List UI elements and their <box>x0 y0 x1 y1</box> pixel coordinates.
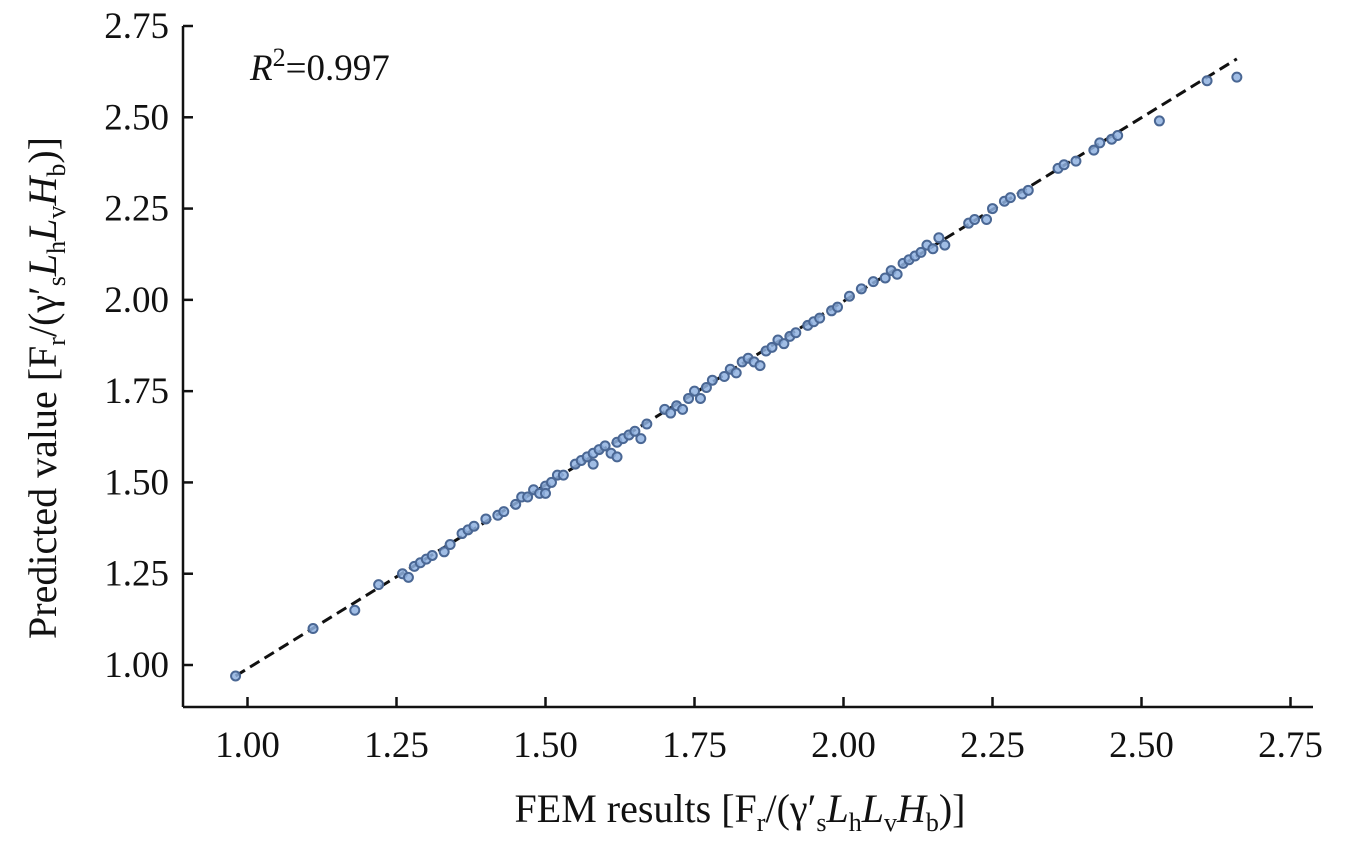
data-point <box>373 579 385 591</box>
data-point <box>641 418 653 430</box>
data-point <box>689 385 700 397</box>
y-tick-label: 2.50 <box>104 97 169 138</box>
data-point <box>832 301 844 313</box>
data-point <box>611 451 623 463</box>
r-squared-annotation: R2=0.997 <box>249 43 390 89</box>
x-tick-label: 2.25 <box>960 725 1025 766</box>
data-point <box>706 374 718 386</box>
data-point <box>933 232 945 244</box>
data-point <box>987 203 998 215</box>
y-tick-label: 1.75 <box>104 371 169 412</box>
data-point <box>1112 130 1124 142</box>
y-tick-label: 1.00 <box>104 645 169 686</box>
data-point <box>778 338 790 350</box>
data-point <box>700 381 712 393</box>
x-tick-label: 2.00 <box>811 725 876 766</box>
y-tick-label: 1.25 <box>104 554 169 595</box>
data-point <box>498 506 510 518</box>
data-point <box>855 283 867 295</box>
data-point <box>1070 155 1082 167</box>
x-tick-label: 1.00 <box>215 725 280 766</box>
data-point <box>438 546 450 558</box>
data-point <box>587 458 599 470</box>
data-point <box>1088 144 1100 156</box>
y-tick-label: 2.00 <box>104 280 169 321</box>
data-point <box>694 392 706 404</box>
data-point <box>468 520 480 532</box>
data-point <box>1058 159 1070 171</box>
data-point <box>939 239 951 251</box>
y-axis-title: Predicted value [Fr/(γ′sLhLvHb)] <box>20 137 71 639</box>
x-tick-label: 2.50 <box>1109 725 1174 766</box>
data-point <box>629 425 641 437</box>
data-point <box>814 312 826 324</box>
y-tick-label: 2.75 <box>104 6 169 47</box>
data-point <box>683 392 695 404</box>
data-point <box>891 268 903 280</box>
x-tick-label: 1.50 <box>513 725 578 766</box>
r-squared-symbol: R <box>249 48 273 89</box>
data-point <box>402 571 414 583</box>
data-point <box>790 327 802 339</box>
data-point <box>510 498 522 510</box>
data-point <box>599 440 611 452</box>
y-tick-label: 2.25 <box>104 189 169 230</box>
y-tick-label: 1.50 <box>104 462 169 503</box>
data-point <box>867 276 879 288</box>
data-point <box>915 246 927 258</box>
data-point <box>766 341 778 353</box>
data-point <box>635 433 647 445</box>
data-point <box>1004 192 1016 204</box>
ticks: 1.00 1.25 1.50 1.75 2.00 2.25 2.50 2.75 1.00 1.25… <box>104 6 1323 766</box>
data-point <box>307 622 319 634</box>
axes <box>181 26 1313 709</box>
data-point <box>730 367 742 379</box>
data-point <box>540 487 551 499</box>
x-axis-title: FEM results [Fr/(γ′sLhLvHb)] <box>515 786 966 837</box>
data-point <box>1022 184 1034 196</box>
data-point <box>426 549 438 561</box>
data-point <box>718 371 730 383</box>
data-point <box>1153 115 1165 127</box>
data-point <box>969 214 981 226</box>
data-point <box>349 604 361 616</box>
r-squared-exponent: 2 <box>273 43 286 72</box>
data-point <box>230 670 242 682</box>
data-point <box>677 403 689 415</box>
data-point <box>522 491 534 503</box>
data-point <box>557 469 569 481</box>
data-point <box>480 513 492 525</box>
x-tick-label: 2.75 <box>1258 725 1323 766</box>
r-squared-value: =0.997 <box>286 48 390 89</box>
data-point <box>754 360 766 372</box>
x-tick-label: 1.25 <box>364 725 429 766</box>
x-tick-label: 1.75 <box>662 725 727 766</box>
data-point <box>1231 71 1243 83</box>
data-point <box>843 290 855 302</box>
data-point <box>981 214 993 226</box>
data-point <box>1094 137 1106 149</box>
data-points <box>230 71 1243 682</box>
data-point <box>1201 75 1213 87</box>
data-point <box>927 243 939 255</box>
data-point <box>879 272 891 284</box>
data-point <box>545 476 557 488</box>
data-point <box>444 539 456 551</box>
data-point <box>665 407 677 419</box>
